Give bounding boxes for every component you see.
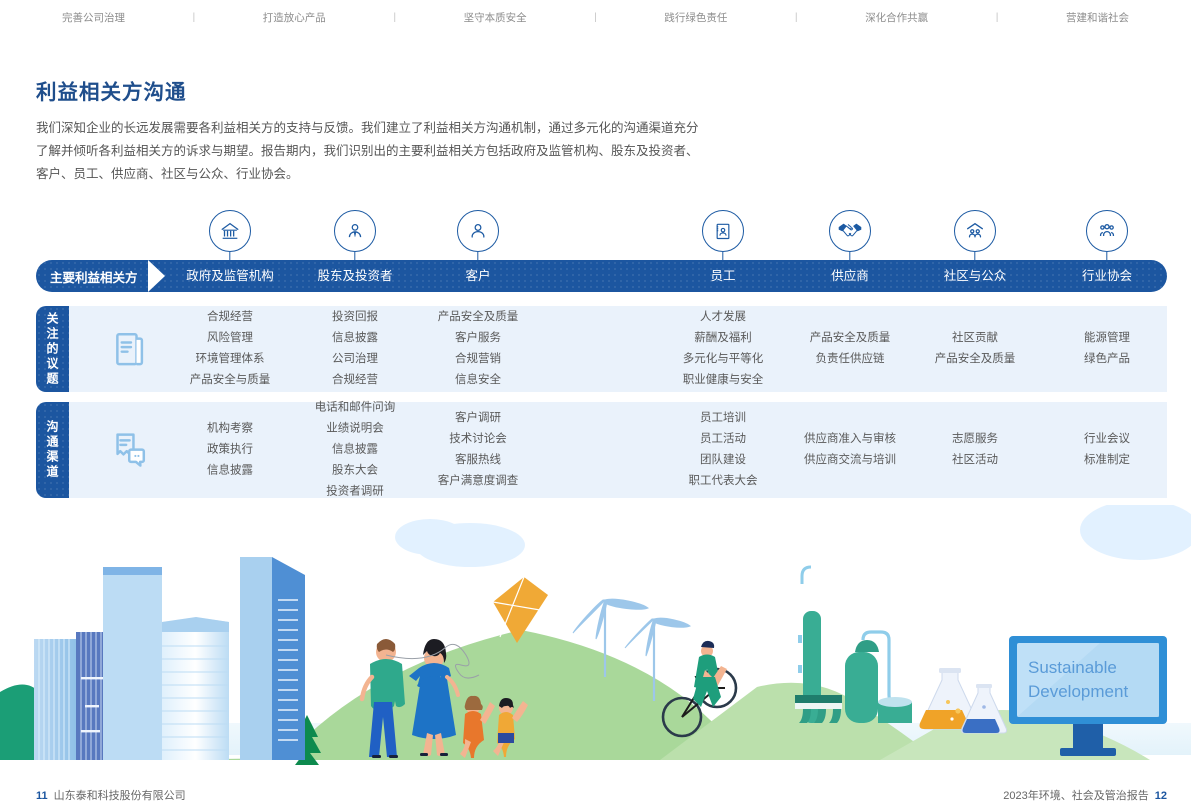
svg-text:Sustainable: Sustainable [1028,658,1117,677]
svg-text:Development: Development [1028,682,1128,701]
